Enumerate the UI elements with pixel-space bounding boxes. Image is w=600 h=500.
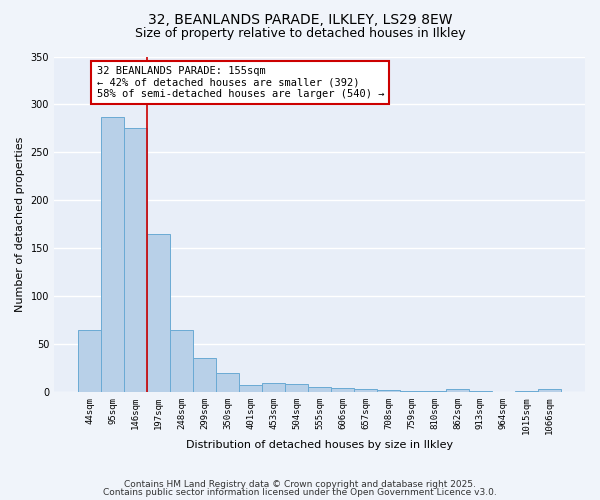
Bar	[538, 389, 561, 392]
Bar	[308, 387, 331, 392]
Bar	[78, 330, 101, 392]
Bar	[354, 389, 377, 392]
Bar	[469, 391, 492, 392]
Bar	[193, 358, 216, 392]
Bar	[400, 391, 423, 392]
Bar	[147, 234, 170, 392]
Y-axis label: Number of detached properties: Number of detached properties	[15, 136, 25, 312]
Text: Contains public sector information licensed under the Open Government Licence v3: Contains public sector information licen…	[103, 488, 497, 497]
Bar	[423, 391, 446, 392]
Bar	[285, 384, 308, 392]
Bar	[216, 373, 239, 392]
Bar	[101, 117, 124, 392]
Bar	[331, 388, 354, 392]
Text: Contains HM Land Registry data © Crown copyright and database right 2025.: Contains HM Land Registry data © Crown c…	[124, 480, 476, 489]
Bar	[262, 384, 285, 392]
Text: Size of property relative to detached houses in Ilkley: Size of property relative to detached ho…	[134, 28, 466, 40]
Bar	[515, 391, 538, 392]
Bar	[377, 390, 400, 392]
Bar	[446, 389, 469, 392]
X-axis label: Distribution of detached houses by size in Ilkley: Distribution of detached houses by size …	[186, 440, 453, 450]
Text: 32, BEANLANDS PARADE, ILKLEY, LS29 8EW: 32, BEANLANDS PARADE, ILKLEY, LS29 8EW	[148, 12, 452, 26]
Text: 32 BEANLANDS PARADE: 155sqm
← 42% of detached houses are smaller (392)
58% of se: 32 BEANLANDS PARADE: 155sqm ← 42% of det…	[97, 66, 384, 100]
Bar	[124, 128, 147, 392]
Bar	[239, 385, 262, 392]
Bar	[170, 330, 193, 392]
